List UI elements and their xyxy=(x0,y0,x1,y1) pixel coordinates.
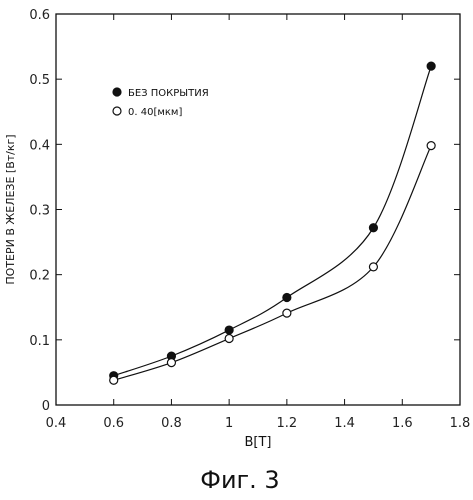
x-tick-label: 1.8 xyxy=(450,416,471,431)
data-point-series-2 xyxy=(224,333,234,344)
x-tick-label: 0.4 xyxy=(46,416,67,431)
data-point-series-1 xyxy=(426,61,436,71)
plot-frame xyxy=(55,13,461,406)
data-point-series-2 xyxy=(368,262,379,272)
x-tick-label: 0.6 xyxy=(103,416,124,431)
data-point-series-2 xyxy=(282,308,292,318)
y-axis-ticks: 0 0.1 0.2 0.3 0.4 0.5 0.6 xyxy=(29,8,460,414)
legend-marker-1 xyxy=(112,87,122,97)
data-point-series-1 xyxy=(368,223,379,233)
x-tick-label: 1.6 xyxy=(392,416,413,431)
y-axis-title: ПОТЕРИ В ЖЕЛЕЗЕ [Вт/кг] xyxy=(4,134,17,284)
x-axis-ticks: 0.4 0.6 0.8 1 1.2 1.4 1.6 1.8 xyxy=(46,14,471,431)
data-point-series-2 xyxy=(426,141,436,151)
x-tick-label: 1.2 xyxy=(277,416,298,431)
y-tick-label: 0 xyxy=(42,399,50,414)
y-tick-label: 0.4 xyxy=(29,138,50,153)
plot-border xyxy=(55,13,461,406)
x-axis-title: B[T] xyxy=(244,435,271,450)
data-point-series-2 xyxy=(109,375,119,385)
series-line-2 xyxy=(113,145,432,381)
legend-marker-2 xyxy=(112,106,122,116)
series-group xyxy=(109,61,436,385)
legend: БЕЗ ПОКРЫТИЯ 0. 40[мкм] xyxy=(112,87,209,118)
y-tick-label: 0.5 xyxy=(29,73,50,88)
data-point-series-1 xyxy=(224,325,234,335)
y-tick-label: 0.1 xyxy=(29,334,50,349)
x-tick-label: 0.8 xyxy=(161,416,182,431)
x-tick-label: 1 xyxy=(225,416,233,431)
data-point-series-2 xyxy=(166,358,177,368)
x-tick-label: 1.4 xyxy=(334,416,355,431)
figure-caption: Фиг. 3 xyxy=(200,466,279,494)
data-point-series-1 xyxy=(282,292,292,303)
y-tick-label: 0.6 xyxy=(29,8,50,23)
y-tick-label: 0.2 xyxy=(29,269,50,284)
legend-label-1: БЕЗ ПОКРЫТИЯ xyxy=(128,88,209,99)
y-tick-label: 0.3 xyxy=(29,204,50,219)
legend-label-2: 0. 40[мкм] xyxy=(128,107,182,118)
